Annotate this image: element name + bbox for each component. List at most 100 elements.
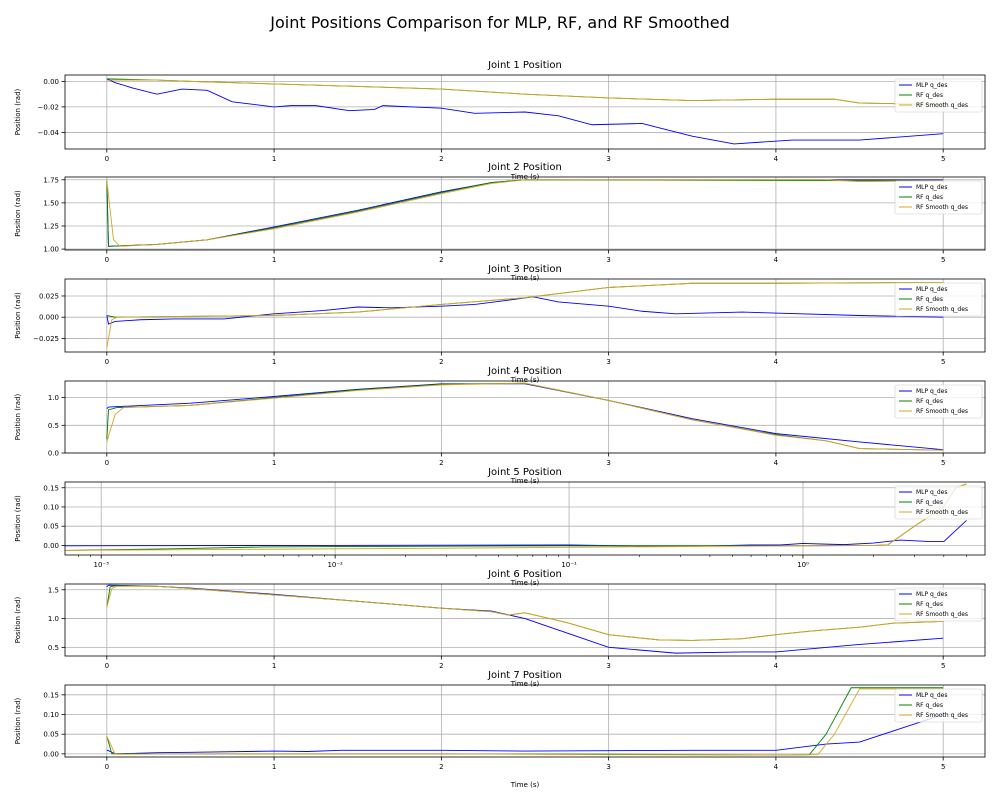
x-tick-label: 0	[105, 763, 109, 771]
legend-box	[894, 78, 983, 113]
y-tick-label: 0.5	[48, 422, 59, 430]
series-line-rf	[106, 687, 944, 756]
legend-label: RF q_des	[916, 601, 943, 608]
legend-label: MLP q_des	[916, 591, 947, 598]
legend-label: RF Smooth q_des	[916, 509, 968, 516]
y-tick-label: 0.10	[43, 711, 59, 719]
legend-label: MLP q_des	[916, 286, 947, 293]
subplot-title: Joint 1 Position	[487, 60, 562, 71]
x-tick-label: 2	[439, 662, 443, 670]
x-tick-label: 10⁻¹	[561, 561, 577, 569]
x-tick-label: 4	[774, 256, 779, 264]
x-tick-label: 3	[606, 763, 610, 771]
legend: MLP q_des RF q_des RF Smooth q_des	[894, 688, 983, 723]
y-tick-label: 0.05	[43, 523, 59, 531]
axes-frame	[64, 278, 986, 353]
y-axis-label: Position (rad)	[14, 88, 22, 135]
x-tick-label: 0	[105, 459, 109, 467]
axes-frame	[64, 481, 986, 556]
series-line-rf-smooth	[106, 179, 944, 247]
y-tick-label: 0.025	[39, 292, 59, 300]
legend: MLP q_des RF q_des RF Smooth q_des	[894, 384, 983, 419]
x-tick-label: 4	[774, 662, 779, 670]
series-line-rf-smooth	[106, 382, 944, 451]
x-tick-label: 1	[272, 358, 276, 366]
x-tick-label: 5	[941, 155, 945, 163]
legend-label: RF Smooth q_des	[916, 712, 968, 719]
legend-label: RF Smooth q_des	[916, 306, 968, 313]
x-tick-label: 2	[439, 459, 443, 467]
legend-box	[894, 485, 983, 520]
x-axis-label: Time (s)	[510, 376, 540, 384]
y-tick-label: 0.15	[43, 691, 59, 699]
x-tick-label: 10⁻³	[94, 561, 110, 569]
x-tick-label: 0	[105, 155, 109, 163]
y-tick-label: 0.00	[43, 78, 59, 86]
x-tick-label: 2	[439, 155, 443, 163]
legend: MLP q_des RF q_des RF Smooth q_des	[894, 587, 983, 622]
x-tick-label: 4	[774, 459, 779, 467]
x-tick-label: 0	[105, 662, 109, 670]
subplot-joint-5: 10⁻³ 10⁻² 10⁻¹ 10⁰ 0.15 0.10 0.05 0.00 Joint 5 P…	[14, 467, 986, 587]
x-tick-label: 2	[439, 358, 443, 366]
legend-box	[894, 688, 983, 723]
x-tick-label: 5	[941, 459, 945, 467]
x-axis-label: Time (s)	[510, 680, 540, 688]
x-tick-label: 3	[606, 256, 610, 264]
legend-box	[894, 180, 983, 215]
x-tick-label: 5	[941, 763, 945, 771]
y-tick-label: 0.05	[43, 731, 59, 739]
x-tick-label: 3	[606, 662, 610, 670]
x-tick-label: 2	[439, 256, 443, 264]
axes-frame	[64, 583, 986, 657]
y-tick-label: −0.04	[38, 129, 60, 137]
subplot-title: Joint 5 Position	[487, 467, 562, 478]
y-axis-label: Position (rad)	[14, 495, 22, 542]
x-tick-label: 1	[272, 662, 276, 670]
x-axis-label: Time (s)	[510, 274, 540, 282]
legend-label: RF q_des	[916, 92, 943, 99]
series-line-mlp	[106, 714, 944, 755]
legend-label: MLP q_des	[916, 388, 947, 395]
x-tick-label: 4	[774, 155, 779, 163]
subplot-title: Joint 2 Position	[487, 162, 562, 173]
y-tick-label: 0.000	[39, 314, 59, 322]
series-line-rf	[106, 179, 944, 247]
y-axis-label: Position (rad)	[14, 697, 22, 744]
legend-label: RF q_des	[916, 194, 943, 201]
x-tick-label: 1	[272, 155, 276, 163]
y-tick-label: 0.00	[43, 750, 59, 758]
legend: MLP q_des RF q_des RF Smooth q_des	[894, 78, 983, 113]
x-tick-label: 10⁰	[797, 561, 809, 569]
axes-frame	[64, 684, 986, 758]
series-line-mlp	[106, 584, 944, 654]
subplot-title: Joint 7 Position	[487, 670, 562, 681]
subplot-title: Joint 4 Position	[487, 366, 562, 377]
y-tick-label: 0.15	[43, 484, 59, 492]
y-tick-label: 1.25	[43, 222, 59, 230]
x-tick-label: 5	[941, 358, 945, 366]
legend-label: MLP q_des	[916, 489, 947, 496]
x-tick-label: 4	[774, 358, 779, 366]
legend: MLP q_des RF q_des RF Smooth q_des	[894, 485, 983, 520]
legend-box	[894, 587, 983, 622]
subplot-title: Joint 3 Position	[487, 264, 562, 275]
x-tick-label: 2	[439, 763, 443, 771]
y-axis-label: Position (rad)	[14, 596, 22, 643]
legend-label: MLP q_des	[916, 184, 947, 191]
figure-title: Joint Positions Comparison for MLP, RF, …	[269, 13, 730, 32]
y-tick-label: 1.75	[43, 176, 59, 184]
series-line-mlp	[65, 520, 967, 548]
y-tick-label: 1.00	[43, 246, 59, 254]
axes-frame	[64, 176, 986, 251]
y-axis-label: Position (rad)	[14, 292, 22, 339]
subplot-joint-2: 0 1 2 3 4 5 1.00 1.25 1.50 1.75 Joint 2 Position Ti…	[14, 162, 986, 282]
legend: MLP q_des RF q_des RF Smooth q_des	[894, 282, 983, 317]
subplot-title: Joint 6 Position	[487, 569, 562, 580]
series-line-mlp	[106, 296, 944, 325]
legend-box	[894, 384, 983, 419]
